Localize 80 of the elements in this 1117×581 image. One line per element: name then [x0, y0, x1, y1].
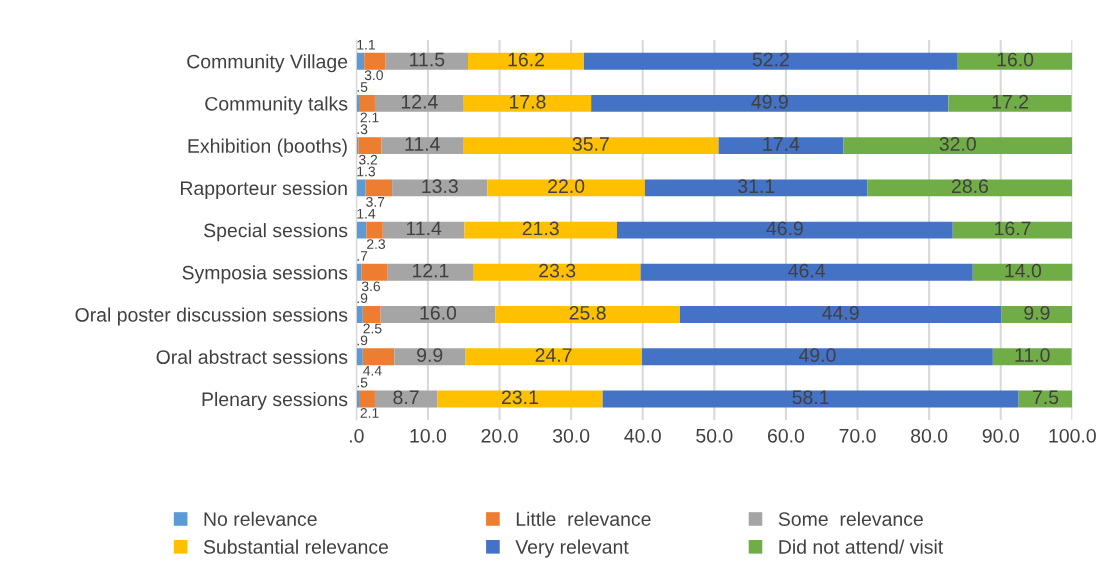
- data-label: 23.3: [539, 263, 576, 278]
- x-tick-label: 70.0: [839, 428, 876, 443]
- x-tick-label: 60.0: [767, 428, 805, 443]
- data-label: 17.2: [992, 94, 1028, 109]
- y-tick-label: Community Village: [187, 54, 348, 73]
- x-tick-label: 80.0: [911, 428, 948, 443]
- data-label: 12.4: [401, 94, 438, 109]
- data-label: 31.1: [738, 179, 775, 194]
- data-label: 28.6: [951, 179, 988, 194]
- data-label: 58.1: [792, 390, 829, 405]
- data-label: 46.9: [766, 221, 803, 236]
- data-label: 23.1: [501, 390, 538, 405]
- data-label: 3.2: [359, 154, 378, 165]
- data-label: 4.4: [363, 365, 382, 376]
- data-label: 21.3: [522, 221, 559, 236]
- data-label: 13.3: [422, 179, 458, 194]
- data-label: 3.6: [361, 281, 381, 292]
- y-tick-label: Community talks: [205, 96, 348, 115]
- x-tick-label: 20.0: [481, 428, 518, 443]
- data-label: 9.9: [1024, 305, 1050, 320]
- legend-label: Substantial relevance: [203, 539, 389, 554]
- data-label: .5: [357, 377, 368, 388]
- data-label: .9: [357, 293, 368, 304]
- data-label: 11.0: [1015, 348, 1050, 362]
- data-label: 16.2: [508, 52, 544, 67]
- data-label: 16.0: [420, 305, 457, 320]
- data-label: 3.7: [366, 196, 385, 207]
- data-label: 11.4: [405, 137, 440, 151]
- data-label: 2.1: [360, 112, 379, 123]
- data-label: 9.9: [417, 348, 443, 362]
- y-tick-label: Special sessions: [204, 223, 348, 242]
- data-label: 3.0: [364, 70, 383, 81]
- x-tick-label: 30.0: [552, 428, 590, 443]
- data-label: .5: [357, 82, 368, 92]
- x-tick-label: 10.0: [410, 428, 447, 443]
- legend-label: No relevance: [204, 511, 317, 526]
- x-tick-label: 50.0: [696, 428, 733, 443]
- data-label: 32.0: [939, 137, 976, 151]
- data-label: 1.3: [357, 166, 376, 177]
- data-label: 2.1: [360, 408, 379, 418]
- data-label: 17.4: [763, 137, 800, 151]
- data-label: 16.0: [997, 52, 1034, 67]
- data-label: 2.5: [363, 323, 382, 334]
- data-label: 11.4: [406, 221, 442, 236]
- data-label: 25.8: [569, 305, 606, 320]
- data-label: 2.3: [367, 239, 386, 249]
- data-label: 52.2: [752, 52, 789, 67]
- data-label: 17.8: [510, 94, 546, 109]
- x-tick-label: .0: [349, 428, 364, 443]
- y-tick-label: Plenary sessions: [202, 391, 348, 411]
- data-label: .7: [357, 251, 368, 261]
- data-label: 35.7: [572, 137, 609, 151]
- y-tick-label: Symposia sessions: [182, 265, 348, 284]
- data-label: 8.7: [393, 390, 419, 405]
- data-label: .9: [357, 335, 368, 346]
- legend-label: Very relevant: [515, 539, 629, 558]
- data-label: 12.1: [412, 263, 449, 278]
- legend-label: Did not attend/ visit: [779, 539, 944, 554]
- data-label: 24.7: [535, 348, 572, 362]
- y-tick-label: Exhibition (booths): [188, 138, 347, 157]
- data-label: 7.5: [1032, 390, 1059, 405]
- data-label: 16.7: [995, 221, 1031, 236]
- data-label: .3: [357, 124, 368, 135]
- x-tick-label: 90.0: [982, 428, 1019, 443]
- data-label: 49.0: [798, 348, 836, 362]
- data-label: 49.9: [751, 94, 788, 109]
- data-label: 22.0: [548, 179, 585, 194]
- y-tick-label: Rapporteur session: [180, 180, 347, 199]
- legend-label: Little relevance: [516, 511, 651, 526]
- y-tick-label: Oral abstract sessions: [156, 349, 348, 364]
- data-label: 11.5: [410, 52, 445, 67]
- x-tick-label: 100.0: [1049, 428, 1096, 443]
- data-label: 1.1: [357, 40, 375, 50]
- data-label: 44.9: [822, 305, 859, 320]
- data-label: 1.4: [357, 208, 376, 219]
- data-label: 46.4: [788, 263, 826, 278]
- data-label: 14.0: [1005, 263, 1042, 278]
- y-tick-label: Oral poster discussion sessions: [75, 307, 348, 326]
- x-tick-label: 40.0: [624, 428, 661, 443]
- legend-label: Some relevance: [778, 511, 923, 526]
